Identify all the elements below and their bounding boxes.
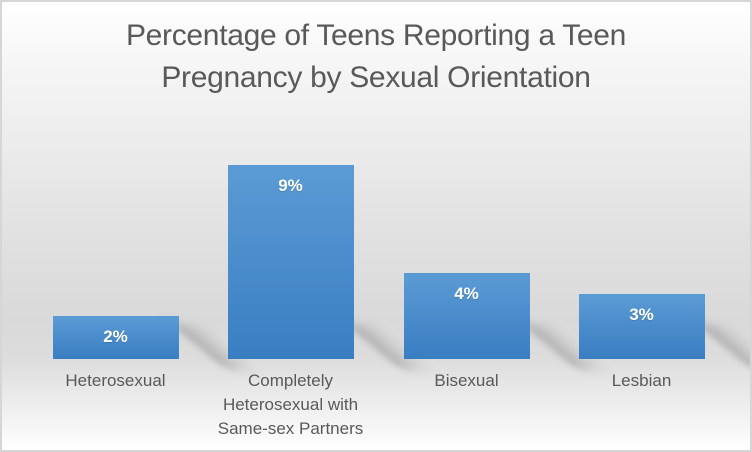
bar-area: 2% bbox=[34, 152, 259, 369]
bar-area: 4% bbox=[385, 152, 610, 369]
bar-area: 3% bbox=[560, 152, 750, 369]
category-label-heterosexual: Heterosexual bbox=[65, 371, 166, 390]
data-label-heterosexual: 2% bbox=[103, 327, 128, 346]
bar-column-heterosexual: 2% Heterosexual bbox=[34, 152, 259, 393]
bar-lesbian: 3% bbox=[578, 294, 705, 359]
bar-area: 9% bbox=[209, 152, 434, 369]
data-label-lesbian: 3% bbox=[629, 305, 654, 324]
chart-title: Percentage of Teens Reporting a Teen Pre… bbox=[125, 19, 627, 94]
plot-area: 2% Heterosexual 9% Completely Heterosexu… bbox=[2, 152, 750, 450]
bar-heterosexual: 2% bbox=[52, 316, 179, 359]
bar-column-lesbian: 3% Lesbian bbox=[560, 152, 750, 393]
bar-column-bisexual: 4% Bisexual bbox=[385, 152, 610, 393]
category-label-completely-heterosexual: Completely Heterosexual with Same-sex Pa… bbox=[217, 371, 364, 438]
data-label-bisexual: 4% bbox=[454, 284, 479, 303]
category-label-lesbian: Lesbian bbox=[611, 371, 672, 390]
category-label-bisexual: Bisexual bbox=[434, 371, 499, 390]
data-label-completely-heterosexual: 9% bbox=[278, 176, 303, 195]
bar-column-completely-heterosexual: 9% Completely Heterosexual with Same-sex… bbox=[209, 152, 434, 441]
bar-bisexual: 4% bbox=[403, 273, 530, 359]
bar-completely-heterosexual: 9% bbox=[227, 165, 354, 359]
